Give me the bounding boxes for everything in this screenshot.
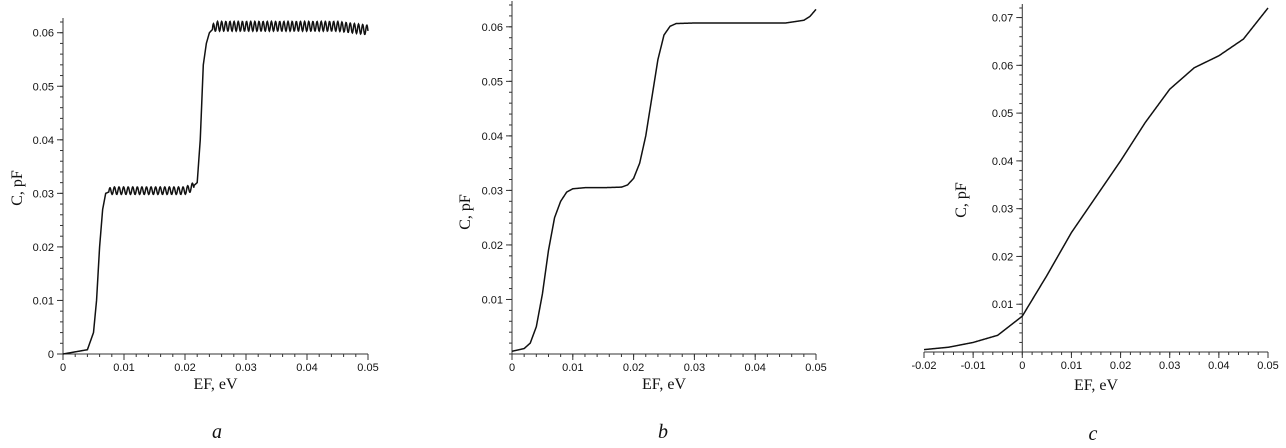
x-tick-label: 0.05 <box>357 362 378 374</box>
y-tick-label: 0.04 <box>992 156 1013 168</box>
x-tick-label: 0.03 <box>1159 360 1180 372</box>
y-tick-label: 0.01 <box>33 295 54 307</box>
y-tick-label: 0.05 <box>482 76 503 88</box>
x-tick-label: 0.04 <box>1208 360 1229 372</box>
x-tick-label: 0 <box>509 362 515 374</box>
chart-panel-c: -0.02 -0.01 0 0.01 0.02 0.03 0.04 0.05 0.01 0.02 0… <box>911 4 1279 445</box>
chart-panel-a: 0 0.01 0.02 0.03 0.04 0.05 0 0.01 0.02 0.03 0.04 0.… <box>9 18 379 443</box>
x-tick-label: 0.04 <box>296 362 317 374</box>
series-line-0 <box>62 19 369 355</box>
x-tick-label: 0.01 <box>562 362 583 374</box>
y-tick-label: 0.03 <box>33 188 54 200</box>
x-tick-label: 0.02 <box>623 362 644 374</box>
y-tick-label: 0.02 <box>992 251 1013 263</box>
y-axis-label: C, pF <box>953 182 970 218</box>
x-axis-label: EF, eV <box>642 376 686 393</box>
x-axis-label: EF, eV <box>193 376 237 393</box>
x-tick-label: 0.02 <box>1110 360 1131 372</box>
x-tick-label: -0.01 <box>961 360 986 372</box>
x-tick-label: 0.05 <box>805 362 826 374</box>
y-tick-label: 0.06 <box>992 60 1013 72</box>
series-line-0 <box>511 8 817 353</box>
y-tick-label: 0.05 <box>33 81 54 93</box>
x-tick-label: 0.01 <box>1061 360 1082 372</box>
y-tick-label: 0 <box>48 349 54 361</box>
y-axis-label: C, pF <box>9 170 26 206</box>
x-tick-label: 0.04 <box>744 362 765 374</box>
x-tick-label: -0.02 <box>911 360 936 372</box>
y-tick-label: 0.06 <box>33 28 54 40</box>
x-tick-label: 0 <box>1019 360 1025 372</box>
series-line-0 <box>923 7 1269 351</box>
y-tick-label: 0.04 <box>482 131 503 143</box>
y-tick-label: 0.04 <box>33 135 54 147</box>
y-tick-label: 0.05 <box>992 108 1013 120</box>
y-tick-label: 0.01 <box>992 299 1013 311</box>
y-tick-label: 0.01 <box>482 294 503 306</box>
chart-panel-b: 0 0.01 0.02 0.03 0.04 0.05 0.01 0.02 0.03 0.04 0.0… <box>457 1 827 443</box>
y-tick-label: 0.02 <box>33 242 54 254</box>
panel-label: b <box>658 421 668 443</box>
x-tick-label: 0.03 <box>235 362 256 374</box>
x-tick-label: 0 <box>60 362 66 374</box>
panel-label: c <box>1089 423 1098 445</box>
y-tick-label: 0.06 <box>482 22 503 34</box>
y-tick-label: 0.02 <box>482 240 503 252</box>
x-axis-label: EF, eV <box>1074 377 1118 394</box>
x-tick-label: 0.01 <box>113 362 134 374</box>
panel-label: a <box>212 421 222 443</box>
x-tick-label: 0.02 <box>174 362 195 374</box>
x-tick-label: 0.03 <box>684 362 705 374</box>
y-tick-label: 0.07 <box>992 13 1013 25</box>
x-tick-label: 0.05 <box>1257 360 1278 372</box>
y-tick-label: 0.03 <box>992 204 1013 216</box>
y-tick-label: 0.03 <box>482 185 503 197</box>
y-axis-label: C, pF <box>457 194 474 230</box>
